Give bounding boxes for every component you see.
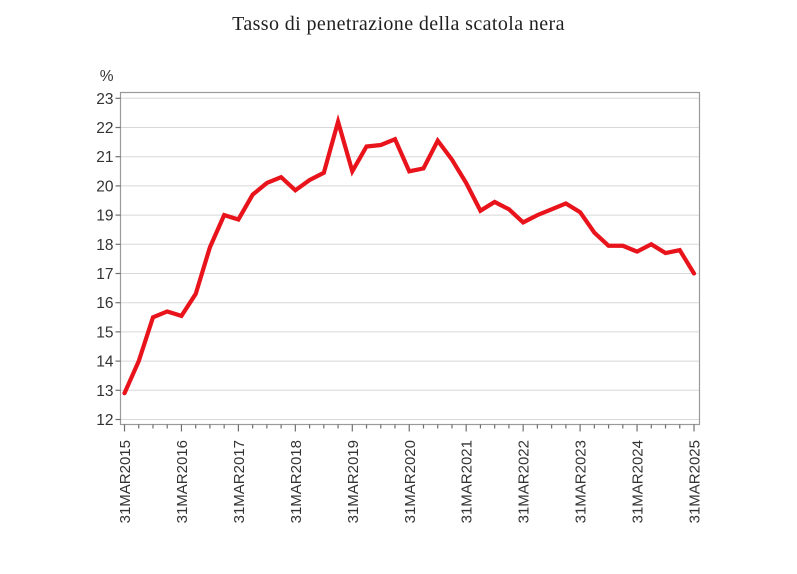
y-tick-label: 17: [96, 266, 113, 283]
y-tick-label: 23: [96, 91, 113, 108]
y-tick-label: 13: [96, 383, 113, 400]
x-tick-label: 31MAR2018: [288, 440, 305, 523]
y-tick-label: 16: [96, 295, 113, 312]
y-tick-label: 18: [96, 237, 113, 254]
y-tick-label: 12: [96, 412, 113, 429]
y-tick-label: 20: [96, 178, 114, 195]
y-tick-label: 15: [96, 324, 113, 341]
x-tick-label: 31MAR2022: [516, 440, 533, 523]
y-tick-label: 22: [96, 120, 113, 137]
y-tick-label: 19: [96, 208, 113, 225]
x-tick-label: 31MAR2019: [345, 440, 362, 523]
chart-title: Tasso di penetrazione della scatola nera: [232, 13, 565, 35]
penetration-rate-line: [122, 113, 697, 396]
x-tick-label: 31MAR2020: [402, 440, 419, 523]
x-tick-label: 31MAR2015: [117, 440, 134, 523]
y-tick-label: 14: [96, 354, 114, 371]
x-tick-label: 31MAR2017: [231, 440, 248, 523]
x-tick-label: 31MAR2024: [630, 440, 647, 523]
x-tick-label: 31MAR2023: [573, 440, 590, 523]
plot-frame: [119, 91, 701, 426]
y-axis-unit-label: %: [100, 68, 114, 85]
x-tick-label: 31MAR2016: [174, 440, 191, 523]
x-tick-label: 31MAR2025: [687, 440, 704, 523]
x-tick-label: 31MAR2021: [459, 440, 476, 523]
y-tick-label: 21: [96, 149, 113, 166]
